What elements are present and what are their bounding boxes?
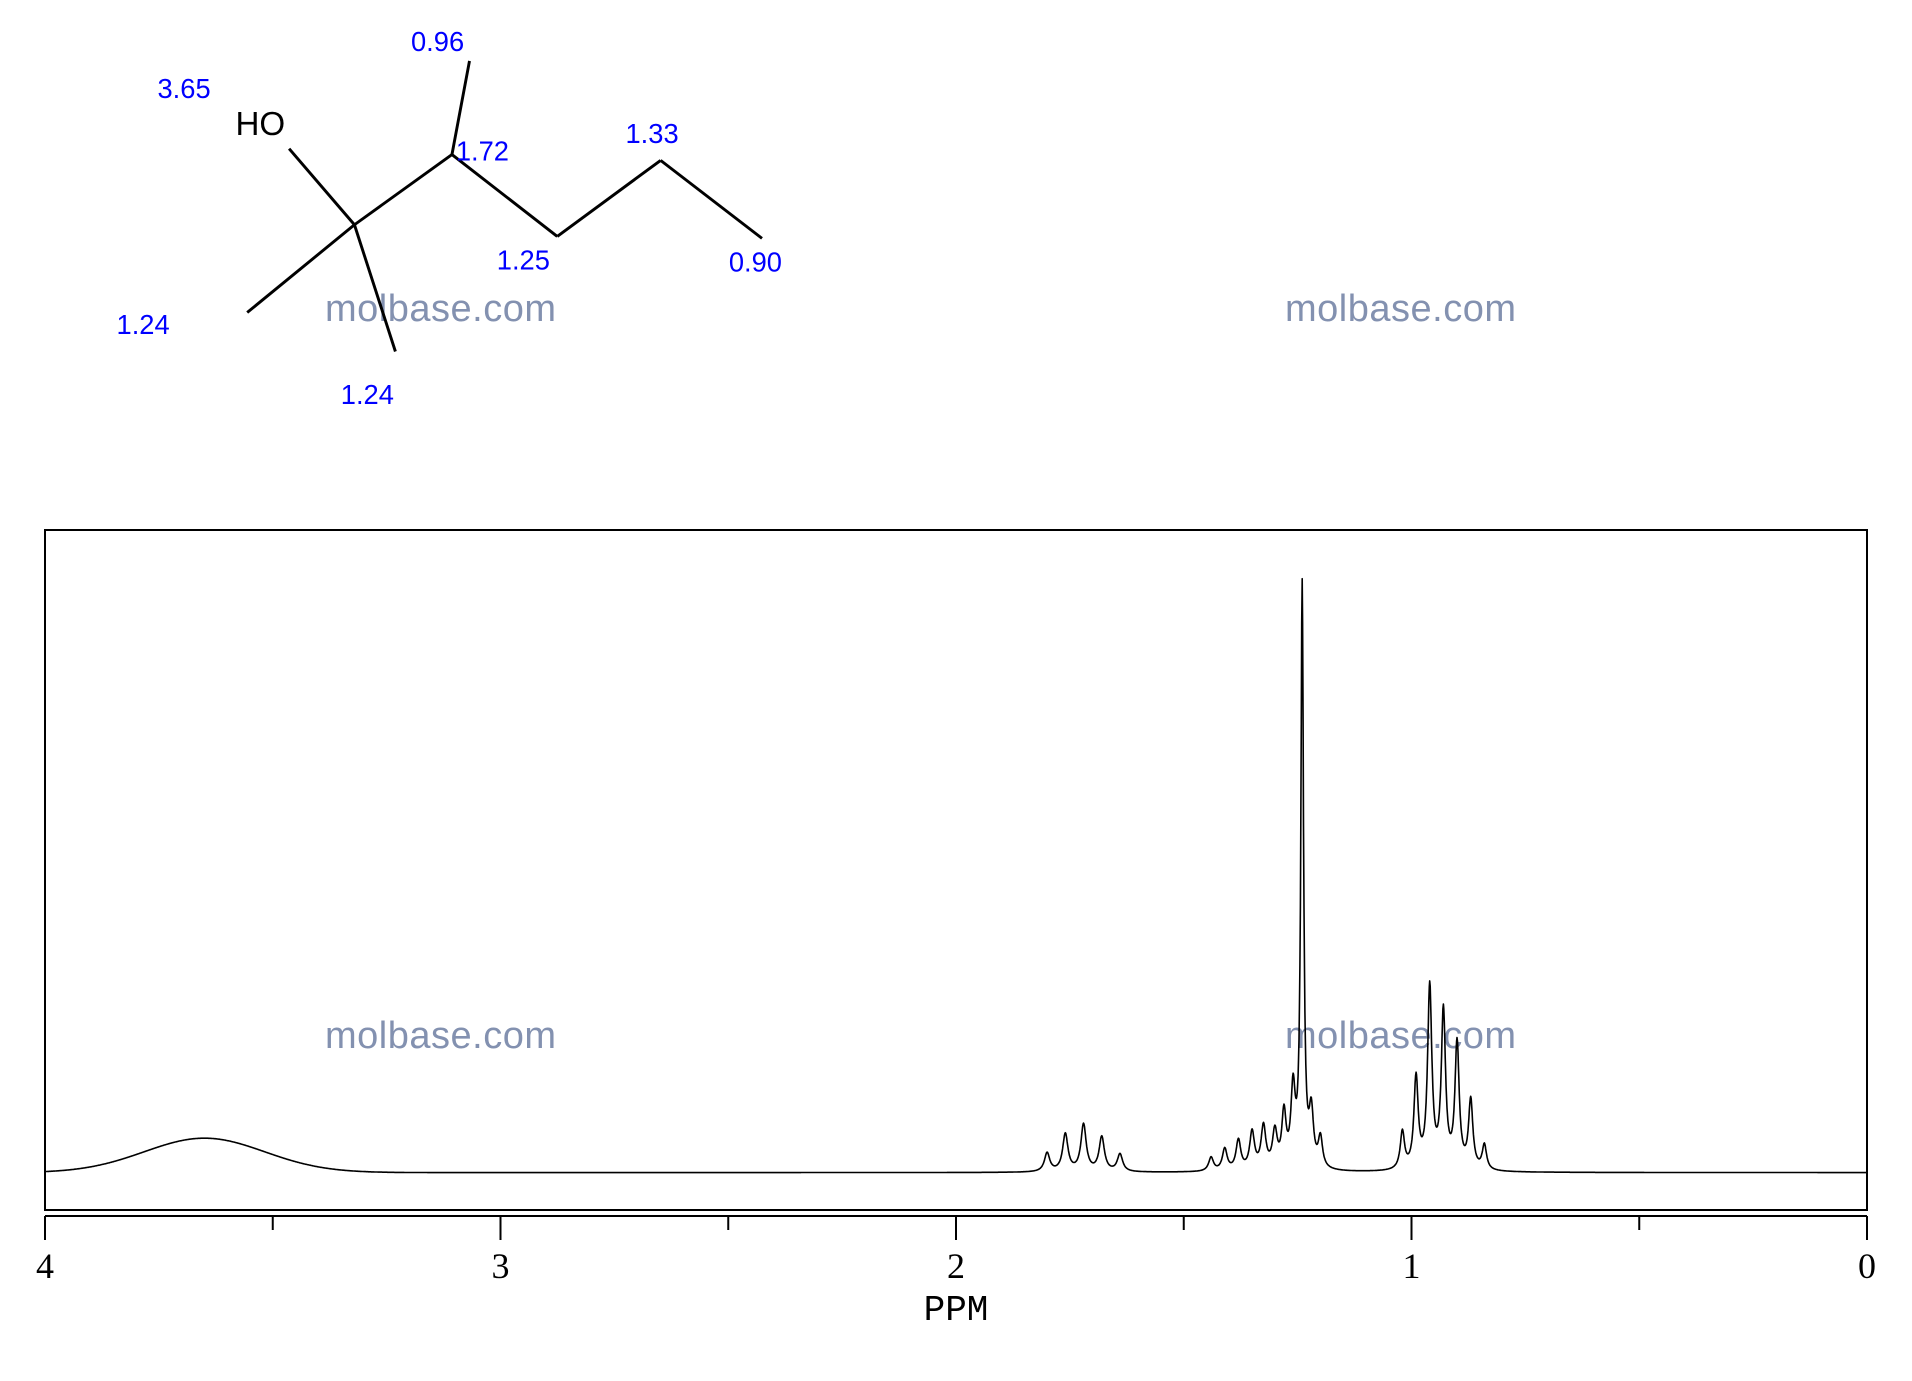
svg-text:0: 0 xyxy=(1858,1246,1876,1286)
svg-text:1.24: 1.24 xyxy=(341,379,394,410)
svg-text:1.33: 1.33 xyxy=(625,118,678,149)
svg-text:0.90: 0.90 xyxy=(729,247,782,278)
svg-text:2: 2 xyxy=(947,1246,965,1286)
svg-text:PPM: PPM xyxy=(924,1290,989,1331)
nmr-spectrum: 4 3 2 1 0 PPM xyxy=(35,520,1877,1350)
molecule-structure: HO 3.65 0.96 1.72 1.33 1.25 0.90 1.24 1.24 xyxy=(90,20,810,410)
svg-text:1.25: 1.25 xyxy=(497,245,550,276)
watermark-2: molbase.com xyxy=(1285,288,1516,331)
svg-text:1.72: 1.72 xyxy=(456,135,509,166)
svg-text:1.24: 1.24 xyxy=(117,309,170,340)
svg-text:3.65: 3.65 xyxy=(158,73,211,104)
svg-text:4: 4 xyxy=(36,1246,54,1286)
svg-text:0.96: 0.96 xyxy=(411,26,464,57)
svg-text:HO: HO xyxy=(235,106,285,143)
molecule-svg: HO 3.65 0.96 1.72 1.33 1.25 0.90 1.24 1.24 xyxy=(90,20,810,410)
svg-text:1: 1 xyxy=(1403,1246,1421,1286)
svg-text:3: 3 xyxy=(492,1246,510,1286)
spectrum-svg: 4 3 2 1 0 PPM xyxy=(35,520,1877,1350)
